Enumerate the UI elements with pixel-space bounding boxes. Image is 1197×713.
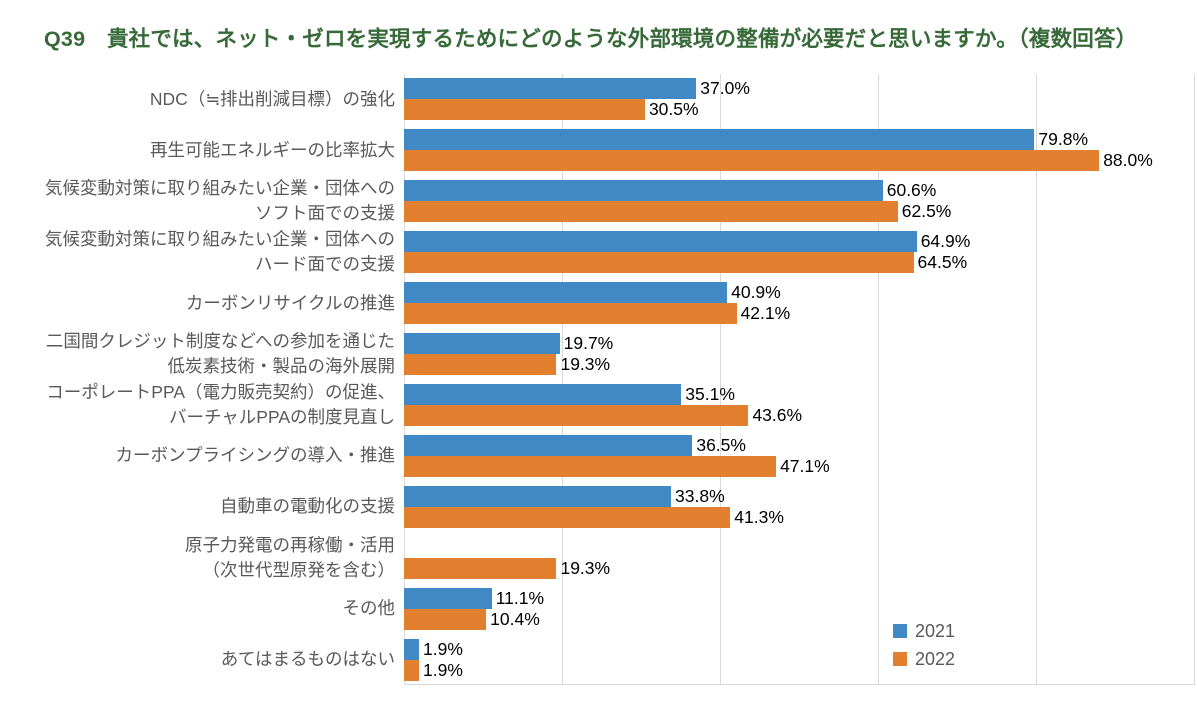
bar-2022[interactable] — [404, 608, 487, 630]
category-axis: NDC（≒排出削減目標）の強化 再生可能エネルギーの比率拡大気候変動対策に取り組み… — [0, 74, 395, 685]
bar-value-label: 41.3% — [734, 506, 784, 527]
legend-label: 2021 — [915, 620, 956, 641]
bar-value-label: 10.4% — [490, 608, 540, 629]
bar-value-label: 19.3% — [560, 557, 611, 578]
bar-value-label: 64.5% — [917, 252, 968, 273]
bar-value-label: 11.1% — [495, 587, 545, 608]
bar-2022[interactable] — [404, 201, 898, 223]
category-label-line: カーボンリサイクルの推進 — [185, 292, 395, 313]
category-label-line: 二国間クレジット制度などへの参加を通じた — [45, 331, 395, 352]
bar-2022[interactable] — [404, 252, 914, 274]
category-label-line: あてはまるものはない — [220, 649, 395, 670]
bar-value-label: 60.6% — [886, 180, 937, 201]
legend-item-2021[interactable]: 2021 — [893, 617, 955, 645]
bar-2022[interactable] — [404, 303, 737, 325]
category-label-line: 原子力発電の再稼働・活用 — [185, 534, 395, 555]
gridline — [562, 74, 563, 685]
page-title: Q39 貴社では、ネット・ゼロを実現するためにどのような外部環境の整備が必要だと… — [44, 27, 1138, 51]
gridline — [1036, 74, 1037, 685]
legend-label: 2022 — [915, 648, 956, 669]
bar-value-label: 19.7% — [563, 333, 614, 354]
category-label-line: 気候変動対策に取り組みたい企業・団体への — [45, 229, 395, 250]
bar-value-label: 36.5% — [696, 434, 746, 455]
bar-2021[interactable] — [404, 180, 883, 202]
category-label: その他 — [343, 596, 396, 621]
bar-2022[interactable] — [404, 150, 1100, 172]
bar-2022[interactable] — [404, 99, 645, 121]
category-label-line: 再生可能エネルギーの比率拡大 — [150, 139, 395, 160]
bar-value-label: 88.0% — [1103, 150, 1153, 171]
category-label-line: 気候変動対策に取り組みたい企業・団体への — [45, 178, 395, 199]
bar-value-label: 1.9% — [423, 638, 463, 659]
bar-value-label: 40.9% — [731, 282, 781, 303]
chart-legend: 2021 2022 — [893, 617, 955, 673]
bar-2021[interactable] — [404, 485, 672, 507]
bar-2021[interactable] — [404, 434, 693, 456]
bar-value-label: 79.8% — [1038, 129, 1089, 150]
category-label: 気候変動対策に取り組みたい企業・団体へのハード面での支援 — [45, 227, 395, 277]
bar-value-label: 42.1% — [740, 303, 791, 324]
legend-swatch-icon — [893, 624, 907, 638]
bar-2022[interactable] — [404, 506, 731, 528]
category-label: 自動車の電動化の支援 — [220, 494, 395, 519]
category-label-line: コーポレートPPA（電力販売契約）の促進、 — [46, 381, 395, 402]
legend-item-2022[interactable]: 2022 — [893, 645, 955, 673]
bar-value-label: 43.6% — [752, 404, 803, 425]
category-label-line: その他 — [342, 598, 396, 619]
category-label: 原子力発電の再稼働・活用 （次世代型原発を含む） — [185, 533, 395, 583]
bar-value-label: 33.8% — [675, 485, 725, 506]
category-label: 気候変動対策に取り組みたい企業・団体へのソフト面での支援 — [45, 176, 395, 226]
category-label-line: ハード面での支援 — [255, 254, 395, 275]
bar-2022[interactable] — [404, 354, 557, 376]
category-label-line: 自動車の電動化の支援 — [220, 496, 395, 517]
category-label-line: カーボンプライシングの導入・推進 — [115, 445, 395, 466]
category-label: 二国間クレジット制度などへの参加を通じた低炭素技術・製品の海外展開 — [46, 329, 395, 379]
category-label-line: NDC（≒排出削減目標）の強化 — [149, 88, 395, 109]
bar-2022[interactable] — [404, 455, 777, 477]
gridline — [878, 74, 879, 685]
bar-2021[interactable] — [404, 282, 728, 304]
bar-2021[interactable] — [404, 333, 560, 355]
bar-2021[interactable] — [404, 231, 917, 253]
bar-value-label: 35.1% — [685, 383, 735, 404]
category-axis-line — [404, 684, 1194, 685]
category-label: あてはまるものはない — [221, 647, 395, 672]
category-label: NDC（≒排出削減目標）の強化 — [150, 87, 395, 112]
bar-2021[interactable] — [404, 78, 697, 100]
bar-value-label: 1.9% — [423, 659, 463, 680]
bar-2021[interactable] — [404, 638, 419, 660]
bar-2021[interactable] — [404, 129, 1035, 151]
category-label: 再生可能エネルギーの比率拡大 — [150, 138, 395, 163]
legend-swatch-icon — [893, 652, 907, 666]
category-label-line: 低炭素技術・製品の海外展開 — [167, 356, 396, 377]
bar-value-label: 30.5% — [648, 99, 699, 120]
bar-value-label: 47.1% — [780, 455, 830, 476]
gridline — [720, 74, 721, 685]
bar-2022[interactable] — [404, 404, 749, 426]
bar-2021[interactable] — [404, 587, 492, 609]
bar-value-label: 37.0% — [700, 78, 750, 99]
value-axis-line — [404, 74, 405, 685]
category-label-line: バーチャルPPAの制度見直し — [168, 406, 395, 427]
bar-2022[interactable] — [404, 557, 557, 579]
bar-2022[interactable] — [404, 659, 419, 681]
category-label-line: ソフト面での支援 — [255, 203, 395, 224]
plot-area: 37.0% 30.5% 79.8% 88.0% 60.6% 62.5% 64.9% 64.5%… — [404, 74, 1195, 685]
gridline — [1194, 74, 1195, 685]
bar-2021[interactable] — [404, 383, 682, 405]
bar-value-label: 64.9% — [920, 231, 971, 252]
category-label: カーボンプライシングの導入・推進 — [116, 443, 395, 468]
category-label: コーポレートPPA（電力販売契約）の促進、バーチャルPPAの制度見直し — [46, 380, 395, 430]
bar-value-label: 19.3% — [560, 354, 611, 375]
bar-value-label: 62.5% — [901, 201, 952, 222]
category-label: カーボンリサイクルの推進 — [186, 291, 395, 316]
category-label-line: （次世代型原発を含む） — [202, 559, 396, 580]
